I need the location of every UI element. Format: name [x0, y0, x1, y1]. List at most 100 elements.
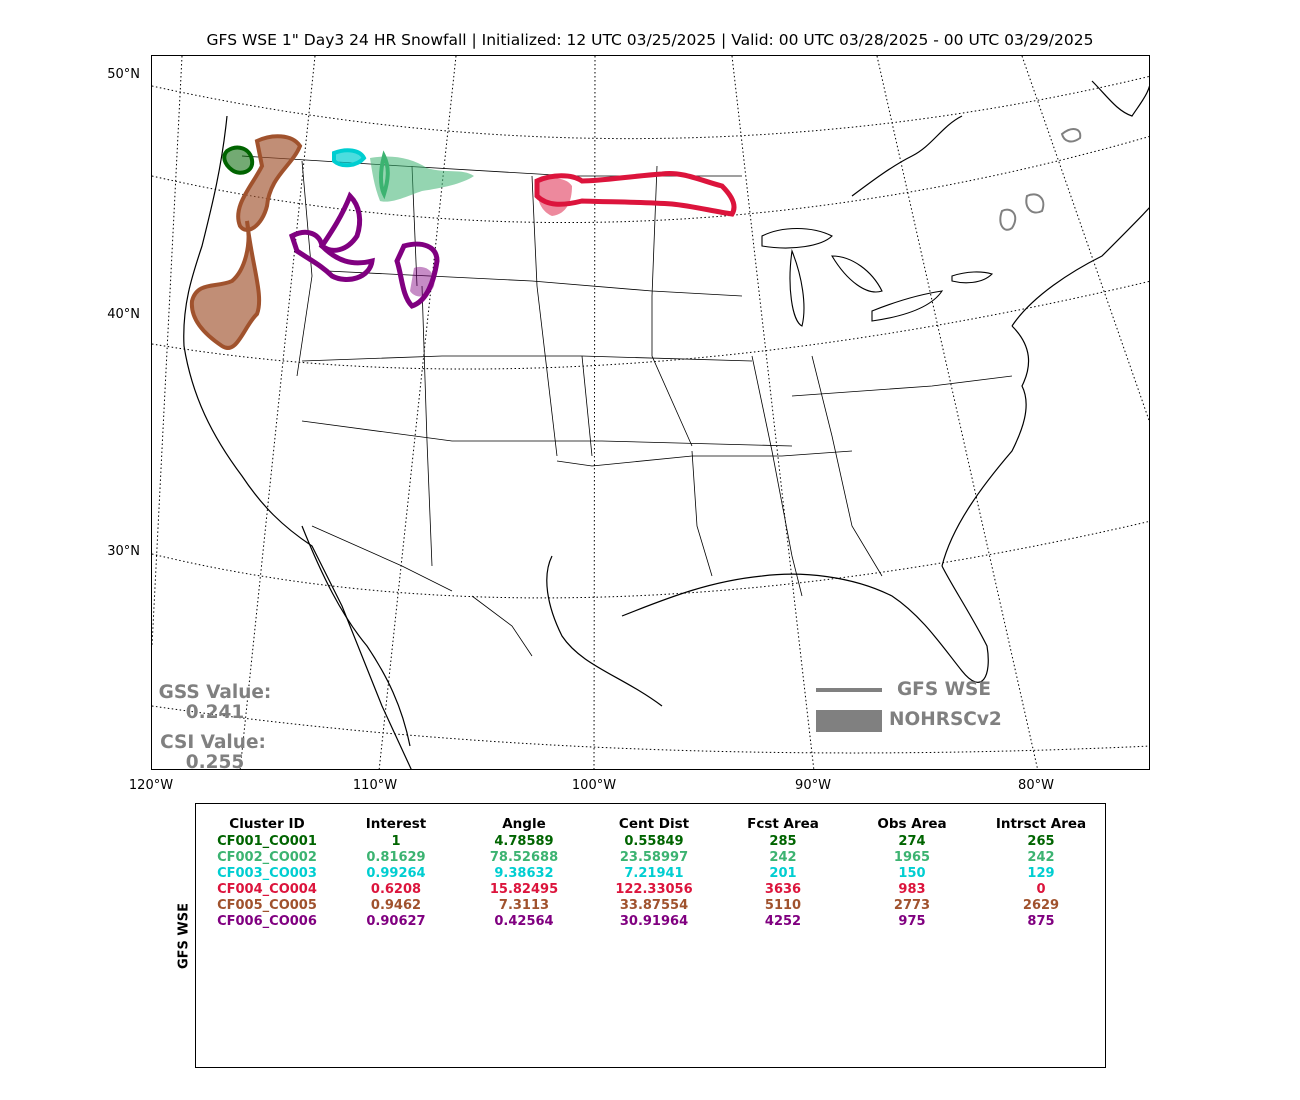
row-5-obs-area: 2773 — [893, 898, 931, 913]
lon-label-90: 90°W — [795, 778, 831, 793]
lon-label-110: 110°W — [352, 778, 398, 793]
row-3-interest: 0.99264 — [366, 866, 426, 881]
csi-label: CSI Value: — [160, 732, 266, 753]
border-ok-ar — [556, 450, 853, 467]
cluster-cf003 — [332, 148, 367, 168]
row-6-angle: 0.42564 — [494, 914, 554, 929]
row-3-intrsct-area: 129 — [1027, 866, 1055, 881]
border-us-mexico — [311, 525, 453, 592]
row-4-interest: 0.6208 — [370, 882, 422, 897]
row-5-interest: 0.9462 — [370, 898, 422, 913]
border-row-45 — [326, 270, 743, 297]
row-4-cluster-id: CF004_CO004 — [217, 882, 317, 897]
lat-line-45 — [152, 136, 1149, 223]
cluster-cf005-north — [236, 134, 303, 232]
stats-table — [195, 803, 1106, 1068]
cluster-cf006-obs — [410, 266, 435, 297]
border-al-ga — [811, 355, 883, 577]
row-3-cent-dist: 7.21941 — [624, 866, 684, 881]
row-1-cluster-id: CF001_CO001 — [217, 834, 317, 849]
row-3-obs-area: 150 — [898, 866, 926, 881]
west-coast — [183, 115, 412, 769]
lat-label-50: 50°N — [107, 67, 140, 82]
row-4-fcst-area: 3636 — [764, 882, 802, 897]
legend-observed-swatch — [816, 710, 882, 732]
row-2-obs-area: 1965 — [893, 850, 931, 865]
east-coast-south — [941, 325, 1030, 567]
row-2-interest: 0.81629 — [366, 850, 426, 865]
lat-line-40 — [152, 280, 1149, 370]
row-4-intrsct-area: 0 — [1036, 882, 1046, 897]
lake-erie — [871, 290, 944, 322]
border-id — [296, 160, 313, 377]
row-1-obs-area: 274 — [898, 834, 926, 849]
lat-line-30 — [152, 520, 1149, 599]
row-4-cent-dist: 122.33056 — [615, 882, 693, 897]
row-1-fcst-area: 285 — [769, 834, 797, 849]
border-ar-la — [691, 450, 713, 577]
baja-coast — [301, 525, 411, 747]
row-4-obs-area: 983 — [898, 882, 926, 897]
border-ks-mo — [581, 355, 593, 457]
lon-label-120: 120°W — [128, 778, 174, 793]
row-6-fcst-area: 4252 — [764, 914, 802, 929]
header-interest: Interest — [365, 816, 427, 832]
lake-huron — [831, 255, 883, 293]
cluster-unmatched-b — [1025, 193, 1045, 214]
row-3-fcst-area: 201 — [769, 866, 797, 881]
row-5-fcst-area: 5110 — [764, 898, 802, 913]
border-ut-co — [421, 285, 433, 567]
row-6-interest: 0.90627 — [366, 914, 426, 929]
maritime-coast — [1091, 80, 1149, 117]
border-ms-al — [751, 355, 803, 597]
lon-label-80: 80°W — [1018, 778, 1054, 793]
lon-line-80 — [1021, 56, 1149, 422]
lake-michigan — [789, 248, 805, 327]
lon-line-100 — [593, 56, 596, 769]
header-intrsct-area: Intrsct Area — [995, 816, 1087, 832]
snow-clusters — [189, 128, 1082, 350]
cluster-cf002-obs — [370, 156, 474, 202]
row-1-intrsct-area: 265 — [1027, 834, 1055, 849]
graticule — [152, 56, 1149, 769]
mexico-coast — [546, 555, 663, 707]
row-6-cent-dist: 30.91964 — [619, 914, 689, 929]
row-5-cent-dist: 33.87554 — [619, 898, 689, 913]
csi-value: 0.255 — [185, 752, 245, 770]
gss-label: GSS Value: — [158, 682, 272, 703]
border-row-41 — [301, 355, 753, 362]
row-2-cluster-id: CF002_CO002 — [217, 850, 317, 865]
header-angle: Angle — [502, 816, 546, 832]
lon-line-120 — [152, 56, 183, 647]
row-6-intrsct-area: 875 — [1027, 914, 1055, 929]
state-borders — [241, 155, 1013, 657]
coastlines — [183, 80, 1149, 769]
cluster-cf004-obs — [537, 178, 572, 216]
great-lakes — [761, 228, 994, 327]
border-mn-ia — [651, 165, 693, 447]
gss-value: 0.241 — [185, 702, 245, 723]
header-obs-area: Obs Area — [877, 816, 947, 832]
cluster-cf005-south — [189, 220, 262, 350]
row-5-angle: 7.3113 — [498, 898, 550, 913]
row-2-intrsct-area: 242 — [1027, 850, 1055, 865]
cluster-cf006-c — [394, 241, 440, 309]
row-3-angle: 9.38632 — [494, 866, 554, 881]
header-cent-dist: Cent Dist — [618, 816, 690, 832]
gulf-coast — [621, 565, 989, 683]
lon-line-90 — [731, 56, 815, 769]
cluster-cf006-b — [288, 229, 375, 282]
cluster-cf001 — [222, 145, 255, 175]
legend-forecast-label: GFS WSE — [897, 679, 991, 700]
lake-ontario — [951, 271, 994, 284]
map-panel: GSS Value: 0.241 CSI Value: 0.255 GFS WS… — [151, 55, 1150, 770]
border-mexico-interior — [471, 595, 533, 657]
row-4-angle: 15.82495 — [489, 882, 559, 897]
header-fcst-area: Fcst Area — [747, 816, 819, 832]
row-2-fcst-area: 242 — [769, 850, 797, 865]
cluster-cf002-fcst — [379, 150, 390, 200]
row-1-cent-dist: 0.55849 — [624, 834, 684, 849]
lake-superior — [761, 228, 833, 249]
row-2-cent-dist: 23.58997 — [619, 850, 689, 865]
lat-line-25 — [152, 705, 1149, 754]
